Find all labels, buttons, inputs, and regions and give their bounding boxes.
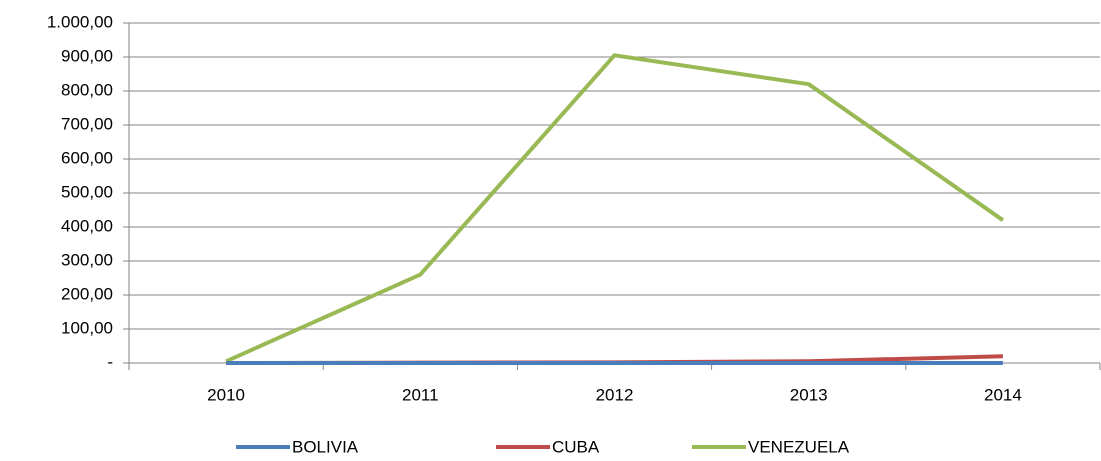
y-tick-label: 600,00 <box>61 148 113 167</box>
y-tick-label: 700,00 <box>61 114 113 133</box>
legend-label: CUBA <box>552 437 600 456</box>
series-line <box>225 53 1005 364</box>
x-tick-label: 2010 <box>207 385 245 404</box>
y-tick-label: 100,00 <box>61 318 113 337</box>
y-tick-label: 400,00 <box>61 216 113 235</box>
x-tick-label: 2012 <box>596 385 634 404</box>
y-tick-label: 800,00 <box>61 80 113 99</box>
y-tick-label: - <box>107 352 113 371</box>
legend-label: BOLIVIA <box>292 437 359 456</box>
legend-label: VENEZUELA <box>748 437 850 456</box>
x-tick-label: 2014 <box>984 385 1022 404</box>
y-tick-label: 500,00 <box>61 182 113 201</box>
y-tick-label: 200,00 <box>61 284 113 303</box>
y-tick-label: 300,00 <box>61 250 113 269</box>
y-tick-label: 1.000,00 <box>47 12 113 31</box>
x-tick-label: 2011 <box>402 385 439 404</box>
y-tick-label: 900,00 <box>61 46 113 65</box>
x-tick-label: 2013 <box>790 385 828 404</box>
